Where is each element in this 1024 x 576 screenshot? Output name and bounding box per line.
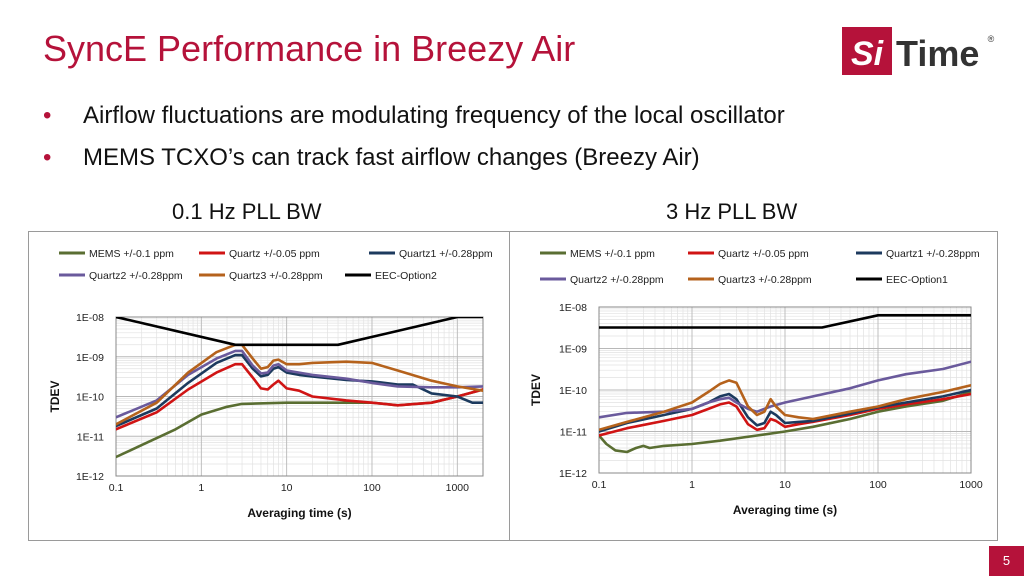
chart-caption-right: 3 Hz PLL BW <box>666 199 798 224</box>
bullet-list: • Airflow fluctuations are modulating fr… <box>43 95 785 179</box>
bullet-item-2: • MEMS TCXO’s can track fast airflow cha… <box>43 137 785 179</box>
series-line-eec-option2 <box>116 317 483 347</box>
series-line-quartz-0-05-ppm <box>599 392 971 437</box>
x-tick-label: 100 <box>363 482 381 494</box>
legend-label: Quartz +/-0.05 ppm <box>718 248 809 260</box>
y-tick-label: 1E-11 <box>560 427 587 439</box>
legend-label: Quartz +/-0.05 ppm <box>229 248 320 260</box>
series-line-quartz3-0-28ppm <box>116 343 483 426</box>
logo-si-text: Si <box>851 35 885 73</box>
y-tick-label: 1E-08 <box>76 312 104 324</box>
y-tick-label: 1E-09 <box>76 352 104 364</box>
series-line-quartz-0-05-ppm <box>116 362 483 431</box>
chart-panel-right: 0.1 1 10 100 1000 1E-12 1E-11 1E-10 1E-09 1E-08 Av… <box>509 231 998 541</box>
y-tick-label: 1E-12 <box>76 471 104 483</box>
logo-time-text: Time <box>896 33 979 74</box>
legend-label: MEMS +/-0.1 ppm <box>570 248 655 260</box>
tdev-chart-left: 0.1 1 10 100 1000 1E-12 1E-11 1E-10 1E-09 1E-08 Av… <box>48 248 493 520</box>
x-tick-label: 1 <box>198 482 204 494</box>
legend-label: Quartz2 +/-0.28ppm <box>89 270 183 282</box>
bullet-dot: • <box>43 144 52 171</box>
y-axis-title: TDEV <box>48 380 62 412</box>
x-axis-title: Averaging time (s) <box>247 506 351 520</box>
legend-label: Quartz1 +/-0.28ppm <box>399 248 493 260</box>
y-tick-label: 1E-12 <box>559 468 587 480</box>
legend-label: EEC-Option2 <box>375 270 437 282</box>
x-tick-label: 0.1 <box>109 482 124 494</box>
x-tick-label: 10 <box>779 479 791 491</box>
legend-label: Quartz3 +/-0.28ppm <box>229 270 323 282</box>
series-group <box>116 317 483 459</box>
legend-label: EEC-Option1 <box>886 274 948 286</box>
page-number: 5 <box>989 546 1024 576</box>
y-tick-label: 1E-11 <box>77 431 104 443</box>
y-tick-label: 1E-09 <box>559 344 587 356</box>
series-line-quartz2-0-28ppm <box>116 349 483 419</box>
legend-label: Quartz1 +/-0.28ppm <box>886 248 980 260</box>
logo-si-block <box>842 27 892 75</box>
series-line-eec-option1 <box>599 314 971 329</box>
x-tick-label: 10 <box>281 482 293 494</box>
y-axis-title: TDEV <box>529 374 543 406</box>
y-tick-label: 1E-10 <box>559 385 587 397</box>
x-tick-label: 0.1 <box>592 479 607 491</box>
sitime-logo: Si Time ® <box>842 27 995 75</box>
legend-label: Quartz3 +/-0.28ppm <box>718 274 812 286</box>
legend: MEMS +/-0.1 ppm Quartz +/-0.05 ppm Quartz1… <box>540 248 980 286</box>
x-tick-label: 100 <box>869 479 887 491</box>
legend: MEMS +/-0.1 ppm Quartz +/-0.05 ppm Quartz1… <box>59 248 493 282</box>
bullet-text: MEMS TCXO’s can track fast airflow chang… <box>83 144 700 171</box>
legend-label: MEMS +/-0.1 ppm <box>89 248 174 260</box>
slide-title: SyncE Performance in Breezy Air <box>43 28 576 69</box>
x-axis-title: Averaging time (s) <box>733 503 837 517</box>
bullet-dot: • <box>43 102 52 129</box>
y-tick-label: 1E-08 <box>559 302 587 314</box>
x-tick-label: 1000 <box>446 482 470 494</box>
logo-registered-mark: ® <box>988 34 995 44</box>
bullet-item-1: • Airflow fluctuations are modulating fr… <box>43 95 785 137</box>
y-tick-label: 1E-10 <box>76 392 104 404</box>
x-tick-label: 1 <box>689 479 695 491</box>
legend-label: Quartz2 +/-0.28ppm <box>570 274 664 286</box>
plot-area-frame <box>115 316 484 477</box>
series-line-mems-0-1-ppm <box>599 390 971 454</box>
bullet-text: Airflow fluctuations are modulating freq… <box>83 102 785 129</box>
series-line-quartz3-0-28ppm <box>599 379 971 432</box>
tdev-chart-right: 0.1 1 10 100 1000 1E-12 1E-11 1E-10 1E-09 1E-08 Av… <box>529 248 983 517</box>
series-line-mems-0-1-ppm <box>116 388 483 459</box>
chart-panel-left: 0.1 1 10 100 1000 1E-12 1E-11 1E-10 1E-09 1E-08 Av… <box>28 231 511 541</box>
x-tick-label: 1000 <box>959 479 983 491</box>
series-line-quartz1-0-28ppm <box>116 353 483 428</box>
series-group <box>599 314 971 454</box>
chart-caption-left: 0.1 Hz PLL BW <box>172 199 322 224</box>
